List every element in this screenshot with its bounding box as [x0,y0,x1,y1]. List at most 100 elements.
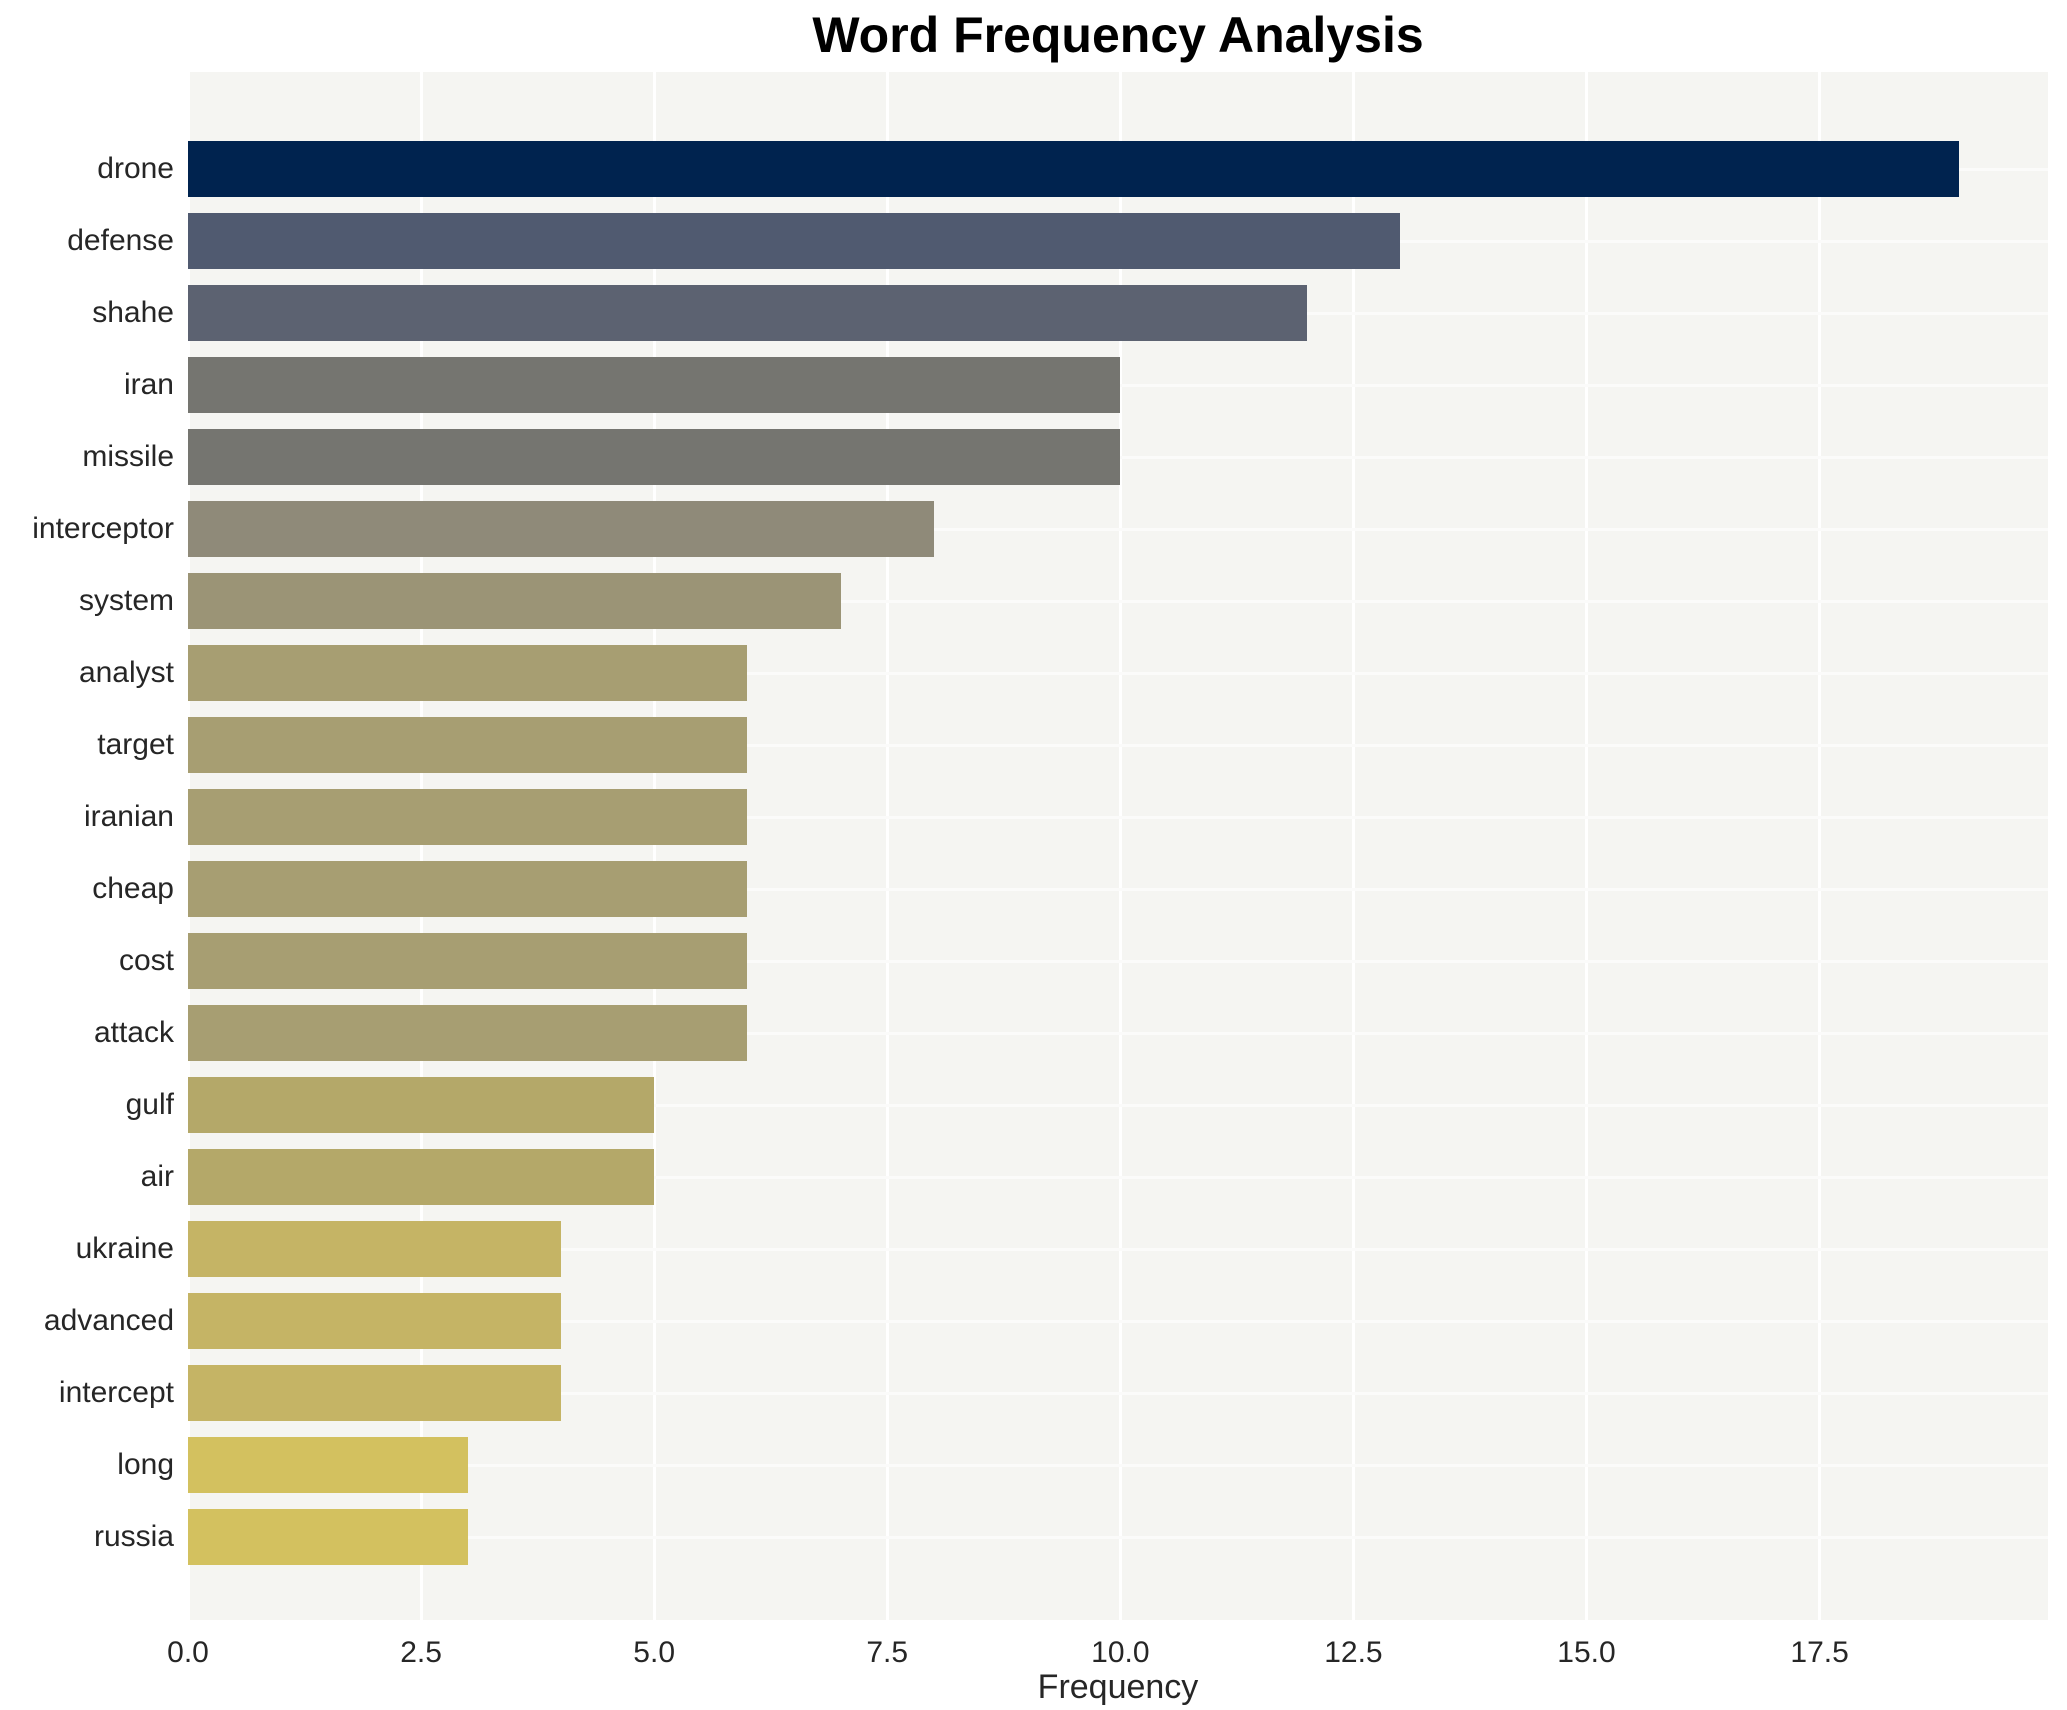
gridline-y-advanced [188,1319,2048,1323]
bar-shahe [188,285,1307,341]
gridline-y-analyst [188,671,2048,675]
chart-row-iran: iran [124,349,2048,421]
chart-row-shahe: shahe [92,277,2048,349]
bar-defense [188,213,1401,269]
gridline-x-12.5 [1351,72,1355,1620]
category-label-interceptor: interceptor [32,512,174,545]
x-tick-10.0: 10.0 [1091,1636,1150,1669]
gridline-y-air [188,1175,2048,1179]
bar-track [188,285,2048,341]
bar-track [188,1509,2048,1565]
x-tick-0.0: 0.0 [167,1636,209,1669]
gridline-x-2.5 [419,72,423,1620]
bar-track [188,1077,2048,1133]
category-label-attack: attack [93,1016,174,1049]
category-label-ukraine: ukraine [75,1232,174,1265]
gridline-y-russia [188,1535,2048,1539]
chart-row-cost: cost [119,925,2048,997]
category-label-air: air [140,1160,174,1193]
category-label-shahe: shahe [92,296,174,329]
bar-track [188,861,2048,917]
bar-track [188,141,2048,197]
category-label-missile: missile [82,440,174,473]
gridline-x-7.5 [885,72,889,1620]
bar-advanced [188,1293,561,1349]
chart-row-advanced: advanced [44,1285,2048,1357]
bar-iran [188,357,1121,413]
gridline-y-system [188,599,2048,603]
x-tick-5.0: 5.0 [633,1636,676,1669]
bar-ukraine [188,1221,561,1277]
bar-track [188,573,2048,629]
bar-interceptor [188,501,934,557]
bar-rows: drone defense shahe iran missile interceptor s… [32,133,2048,1573]
bar-track [188,1005,2048,1061]
category-label-system: system [78,584,174,617]
category-label-iranian: iranian [83,800,174,833]
bar-drone [188,141,1960,197]
gridline-y-intercept [188,1391,2048,1395]
gridline-x-0.0 [186,72,190,1620]
chart-row-attack: attack [94,997,2048,1069]
bar-track [188,717,2048,773]
category-label-long: long [117,1448,174,1481]
category-label-defense: defense [67,224,174,257]
bar-analyst [188,645,748,701]
chart-row-drone: drone [97,133,2048,205]
gridline-y-attack [188,1031,2048,1035]
bar-track [188,645,2048,701]
chart-row-defense: defense [67,205,2048,277]
gridline-x-5.0 [652,72,656,1620]
category-label-russia: russia [93,1520,174,1553]
x-axis-ticks: 0.0 2.5 5.0 7.5 10.0 12.5 15.0 17.5 [167,1636,2048,1676]
x-tick-7.5: 7.5 [866,1636,909,1669]
bar-target [188,717,748,773]
category-label-iran: iran [123,368,174,401]
bar-track [188,1437,2048,1493]
chart-row-missile: missile [82,421,2048,493]
bar-cheap [188,861,748,917]
x-tick-17.5: 17.5 [1790,1636,1849,1669]
gridline-x-15.0 [1584,72,1588,1620]
bar-attack [188,1005,748,1061]
bar-gulf [188,1077,655,1133]
gridline-y-interceptor [188,527,2048,531]
bar-cost [188,933,748,989]
bar-track [188,1221,2048,1277]
chart-row-long: long [117,1429,2048,1501]
bar-track [188,1365,2048,1421]
category-label-drone: drone [97,152,174,185]
chart-row-target: target [97,709,2048,781]
chart-row-iranian: iranian [84,781,2048,853]
plot-area: drone defense shahe iran missile interceptor s… [32,72,2048,1620]
bar-track [188,213,2048,269]
gridline-x-10.0 [1118,72,1122,1620]
bar-air [188,1149,655,1205]
category-label-analyst: analyst [78,656,174,689]
x-tick-12.5: 12.5 [1324,1636,1383,1669]
chart-row-air: air [141,1141,2048,1213]
bar-russia [188,1509,468,1565]
x-tick-15.0: 15.0 [1557,1636,1616,1669]
gridline-y-ukraine [188,1247,2048,1251]
gridline-y-target [188,743,2048,747]
gridline-y-iranian [188,815,2048,819]
category-label-target: target [97,728,174,761]
chart-row-russia: russia [94,1501,2048,1573]
chart-row-cheap: cheap [92,853,2048,925]
category-label-cost: cost [118,944,174,977]
bar-track [188,357,2048,413]
bar-track [188,429,2048,485]
bar-track [188,933,2048,989]
bar-intercept [188,1365,561,1421]
gridline-y-cost [188,959,2048,963]
chart-row-gulf: gulf [126,1069,2048,1141]
category-label-cheap: cheap [92,872,174,905]
x-axis-title: Frequency [1037,1668,1199,1706]
bar-missile [188,429,1121,485]
chart-row-intercept: intercept [59,1357,2048,1429]
chart-row-ukraine: ukraine [76,1213,2048,1285]
category-label-gulf: gulf [125,1088,174,1121]
gridline-y-gulf [188,1103,2048,1107]
